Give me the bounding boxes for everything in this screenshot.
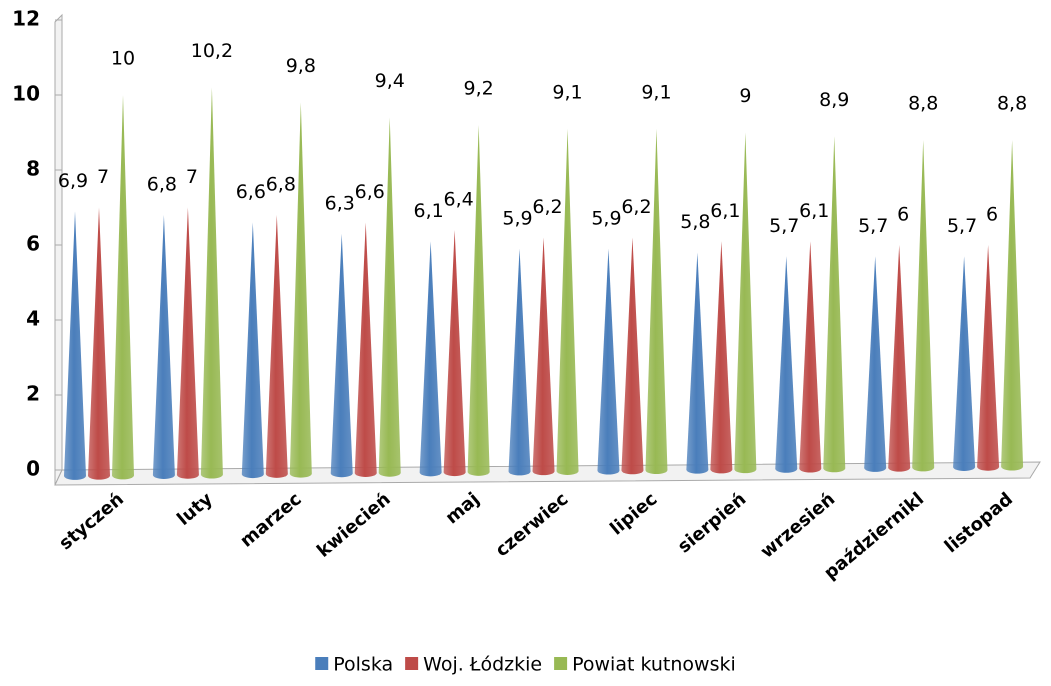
left-wall [54,13,63,486]
value-label: 6,6 [355,181,385,203]
cone [265,215,288,478]
cone [799,241,822,473]
value-label: 6,4 [444,189,474,211]
legend-swatch [405,657,419,670]
cone [823,136,846,473]
value-label: 5,7 [947,215,977,237]
value-label: 9 [739,85,751,107]
cone [330,233,353,478]
value-label: 5,7 [769,215,799,237]
value-label: 5,9 [591,207,621,229]
y-tick-label: 6 [26,232,40,256]
value-label: 9,4 [375,70,405,92]
cone [443,230,466,477]
cone [289,102,312,478]
value-label: 6,8 [147,174,177,196]
cone [645,128,668,475]
value-label: 6,8 [266,174,296,196]
value-label: 9,1 [641,81,671,103]
value-label: 8,8 [997,93,1027,115]
cone [775,256,798,473]
value-label: 8,9 [819,89,849,111]
cone [508,248,531,476]
value-label: 5,9 [502,207,532,229]
cone [200,87,223,479]
cone [88,207,110,480]
x-tick-label: kwiecień [313,489,395,562]
cone [977,245,1000,471]
value-label: 10,2 [191,40,233,62]
y-tick-label: 2 [26,382,40,406]
x-tick-label: sierpień [674,489,750,558]
x-tick-label: luty [173,488,217,530]
cone [241,222,264,479]
cone [953,256,976,471]
value-label: 6,6 [236,181,266,203]
cone [888,245,911,472]
x-tick-label: maj [442,489,484,529]
x-tick-label: wrzesień [757,489,840,563]
cone [419,241,442,477]
value-label: 6,2 [621,196,651,218]
value-label: 6,9 [58,170,88,192]
y-tick-label: 0 [26,457,40,481]
legend-swatch [315,657,329,670]
cone [112,95,134,480]
cone [912,140,935,472]
cone [152,215,175,479]
value-label: 6,2 [532,196,562,218]
value-label: 6 [986,204,998,226]
cone [597,248,620,475]
value-label: 9,1 [552,81,582,103]
value-label: 6,3 [325,192,355,214]
value-label: 9,8 [286,55,316,77]
value-label: 7 [97,166,109,188]
y-tick-label: 4 [26,307,40,331]
value-label: 8,8 [908,93,938,115]
x-tick-label: marzec [236,489,306,552]
value-label: 6 [897,204,909,226]
cone [176,207,199,479]
x-tick-label: listopad [941,489,1017,558]
cone [710,241,733,474]
cone [686,252,709,474]
cone [64,211,86,480]
cone [864,256,887,472]
value-label: 6,1 [710,200,740,222]
value-label: 6,1 [414,200,444,222]
legend-label: Polska [333,654,393,676]
cone [734,132,757,474]
legend-swatch [554,657,568,670]
value-label: 5,7 [858,215,888,237]
cone [1001,140,1024,471]
value-label: 6,1 [799,200,829,222]
x-tick-label: styczeń [55,489,128,555]
cone [354,222,377,477]
y-tick-label: 8 [26,157,40,181]
x-tick-label: czerwiec [492,489,573,562]
cone [378,117,401,477]
value-label: 9,2 [464,78,494,100]
cone [532,237,555,476]
legend-label: Powiat kutnowski [572,654,736,676]
x-tick-label: lipiec [606,489,661,540]
value-label: 10 [111,48,135,70]
y-tick-label: 10 [12,82,40,106]
cone [467,125,490,476]
legend-label: Woj. Łódzkie [423,654,542,676]
cone [621,237,644,475]
value-label: 7 [186,166,198,188]
cone [556,128,579,475]
value-label: 5,8 [680,211,710,233]
y-tick-label: 12 [12,7,40,31]
